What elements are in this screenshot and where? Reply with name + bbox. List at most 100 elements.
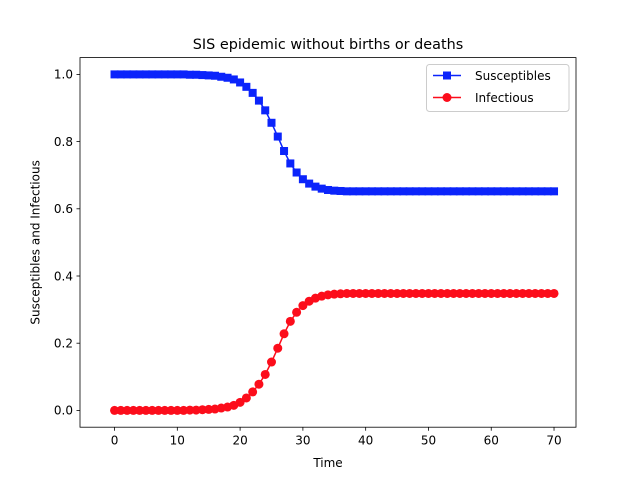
point-susceptibles	[148, 70, 157, 79]
point-susceptibles	[317, 184, 326, 193]
point-infectious	[348, 288, 358, 298]
point-infectious	[361, 288, 371, 298]
point-infectious	[128, 405, 138, 415]
point-susceptibles	[349, 187, 358, 196]
point-infectious	[110, 405, 120, 415]
point-infectious	[135, 405, 145, 415]
point-infectious	[292, 307, 302, 317]
chart-title: SIS epidemic without births or deaths	[193, 37, 464, 53]
legend-label-infectious: Infectious	[475, 91, 534, 105]
point-susceptibles	[179, 70, 188, 79]
point-infectious	[235, 397, 245, 407]
point-infectious	[474, 288, 484, 298]
point-infectious	[273, 343, 283, 353]
point-infectious	[260, 369, 270, 379]
point-infectious	[160, 405, 170, 415]
point-susceptibles	[242, 82, 251, 91]
y-tick-label: 0.4	[54, 269, 73, 283]
point-susceptibles	[160, 70, 169, 79]
point-susceptibles	[141, 70, 150, 79]
point-infectious	[354, 288, 364, 298]
point-susceptibles	[437, 187, 446, 196]
point-infectious	[248, 387, 258, 397]
point-infectious	[493, 288, 503, 298]
point-infectious	[543, 288, 553, 298]
legend: Susceptibles Infectious	[426, 64, 570, 112]
point-infectious	[518, 288, 528, 298]
point-infectious	[536, 288, 546, 298]
point-infectious	[373, 288, 383, 298]
point-susceptibles	[273, 132, 282, 141]
point-infectious	[153, 405, 163, 415]
y-tick-label: 0.6	[54, 202, 73, 216]
point-infectious	[342, 288, 352, 298]
x-tick-label: 60	[484, 434, 499, 448]
point-susceptibles	[116, 70, 125, 79]
point-susceptibles	[506, 187, 515, 196]
point-susceptibles	[173, 70, 182, 79]
point-infectious	[172, 405, 182, 415]
y-tick-label: 0.8	[54, 135, 73, 149]
axes-frame	[79, 57, 577, 428]
point-susceptibles	[531, 187, 540, 196]
legend-box	[426, 64, 570, 112]
point-infectious	[116, 405, 126, 415]
point-infectious	[298, 301, 308, 311]
series-infectious	[110, 288, 559, 415]
point-susceptibles	[493, 187, 502, 196]
point-susceptibles	[411, 187, 420, 196]
point-susceptibles	[298, 175, 307, 184]
point-infectious	[122, 405, 132, 415]
point-susceptibles	[430, 187, 439, 196]
point-susceptibles	[286, 159, 295, 168]
point-susceptibles	[443, 187, 452, 196]
point-susceptibles	[405, 187, 414, 196]
series-layer	[110, 70, 559, 415]
point-infectious	[266, 357, 276, 367]
x-axis-label: Time	[312, 456, 342, 470]
point-infectious	[449, 288, 459, 298]
point-infectious	[411, 288, 421, 298]
point-infectious	[185, 405, 195, 415]
point-infectious	[442, 288, 452, 298]
point-infectious	[166, 405, 176, 415]
point-infectious	[511, 288, 521, 298]
point-susceptibles	[550, 187, 559, 196]
x-tick-label: 30	[295, 434, 310, 448]
y-axis-label: Susceptibles and Infectious	[29, 160, 43, 325]
point-infectious	[417, 288, 427, 298]
point-susceptibles	[154, 70, 163, 79]
point-susceptibles	[254, 96, 263, 105]
point-susceptibles	[449, 187, 458, 196]
point-susceptibles	[167, 70, 176, 79]
point-infectious	[461, 288, 471, 298]
point-susceptibles	[393, 187, 402, 196]
point-susceptibles	[204, 71, 213, 80]
x-tick-label: 10	[170, 434, 185, 448]
point-susceptibles	[223, 73, 232, 82]
ticks-layer: 0 10 20 30 40 50 60 70 0.0 0.2 0.4 0.6 0.8 1.0	[54, 68, 562, 448]
point-susceptibles	[367, 187, 376, 196]
point-susceptibles	[524, 187, 533, 196]
point-susceptibles	[330, 186, 339, 195]
point-infectious	[398, 288, 408, 298]
point-susceptibles	[185, 70, 194, 79]
point-infectious	[505, 288, 515, 298]
point-susceptibles	[512, 187, 521, 196]
point-susceptibles	[305, 179, 314, 188]
point-susceptibles	[342, 187, 351, 196]
point-susceptibles	[386, 187, 395, 196]
point-susceptibles	[248, 88, 257, 97]
point-susceptibles	[217, 72, 226, 81]
point-susceptibles	[537, 187, 546, 196]
point-infectious	[241, 393, 251, 403]
point-susceptibles	[267, 118, 276, 127]
point-susceptibles	[424, 187, 433, 196]
point-infectious	[430, 288, 440, 298]
legend-marker-susceptibles	[443, 71, 451, 80]
x-tick-label: 20	[232, 434, 247, 448]
point-susceptibles	[192, 70, 201, 79]
point-susceptibles	[198, 71, 207, 80]
